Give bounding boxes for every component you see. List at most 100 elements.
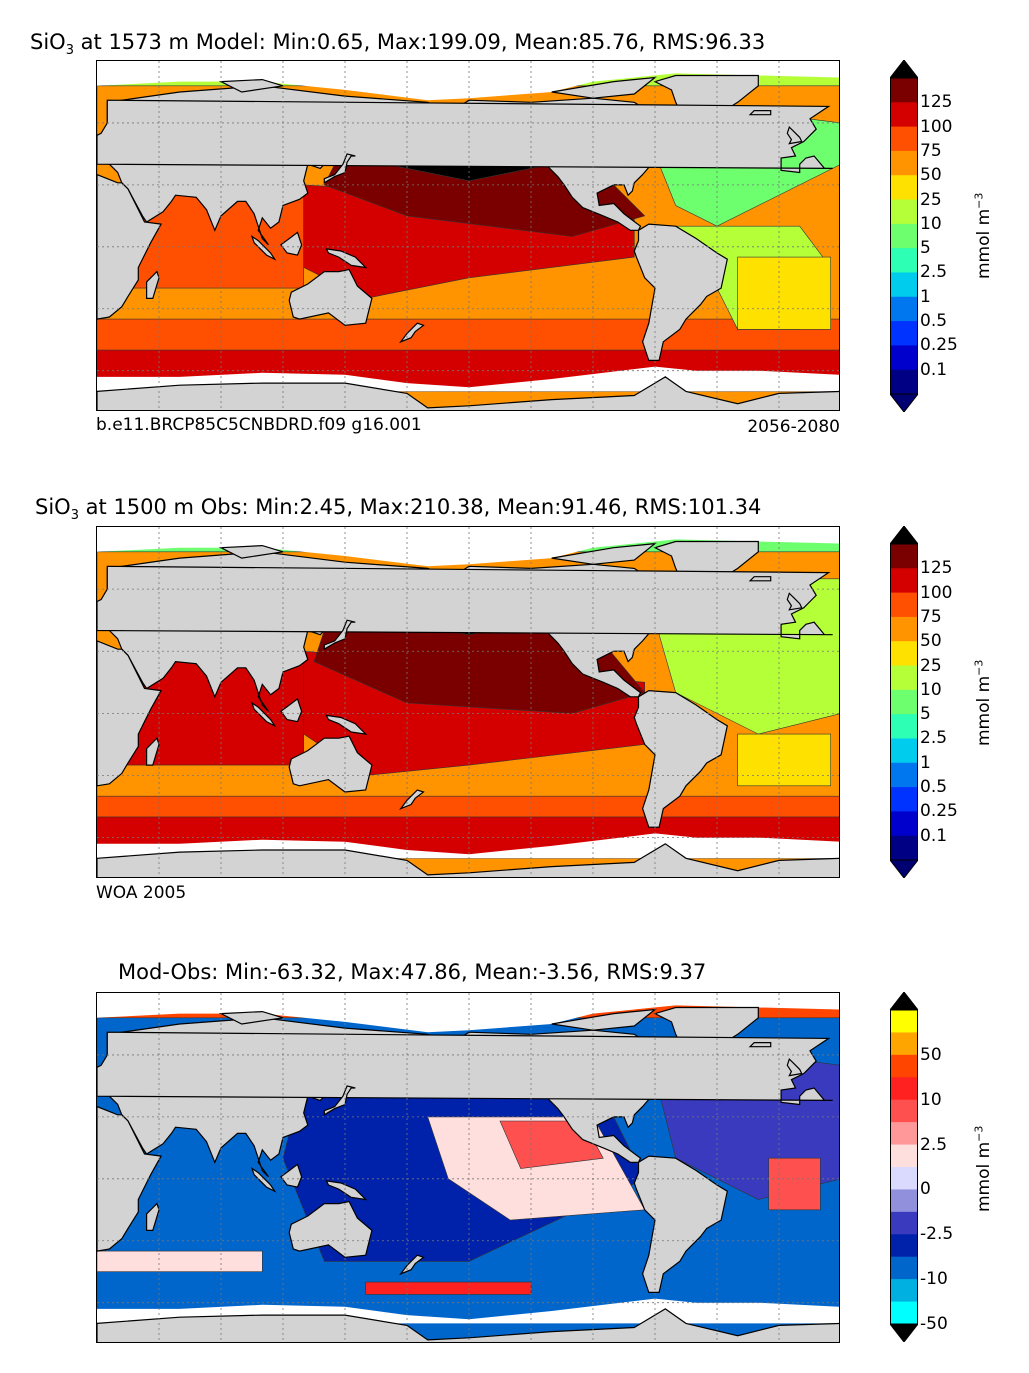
colorbar-frame	[890, 543, 918, 861]
land-madagascar	[145, 737, 160, 766]
land-borneo	[280, 231, 303, 256]
colorbar-tick-label: 75	[920, 140, 942, 161]
model-years-label: 2056-2080	[747, 417, 840, 437]
nodata-region	[97, 993, 839, 1033]
colorbar-swatch	[890, 1122, 918, 1146]
colorbar-swatch	[890, 1189, 918, 1213]
land-australia	[288, 268, 373, 326]
colorbar-tick-label: 0	[920, 1179, 931, 1200]
colorbar-tick-label: 0.25	[920, 801, 958, 822]
colorbar-tick-label: 1	[920, 752, 931, 773]
land-layer	[97, 74, 839, 410]
obs-map	[96, 526, 840, 878]
colorbar-tick-label: 125	[920, 558, 953, 579]
colorbar-tick-label: 100	[920, 116, 953, 137]
colorbar-swatch	[890, 1256, 918, 1280]
colorbar-swatch	[890, 1301, 918, 1325]
colorbar-swatch	[890, 738, 918, 764]
land-newguinea	[325, 248, 368, 269]
colorbar-swatch	[890, 321, 918, 346]
colorbar-swatch	[890, 78, 918, 103]
colorbar-tick-label: -2.5	[920, 1224, 954, 1245]
land-samerica	[633, 689, 728, 828]
colorbar-swatch	[890, 835, 918, 861]
colorbar-swatch	[890, 787, 918, 812]
colorbar-tick-label: 2.5	[920, 1134, 948, 1155]
colorbar-swatch	[890, 568, 918, 594]
land-canada_is	[551, 76, 657, 99]
land-newguinea	[325, 714, 368, 735]
land-iceland	[748, 576, 772, 582]
nodata-region	[97, 61, 839, 101]
colorbar-under-triangle	[890, 859, 918, 878]
colorbar-tick-label: 10	[920, 1089, 942, 1110]
southern-pos-streak	[365, 1281, 532, 1295]
colorbar-tick-label: 50	[920, 165, 942, 186]
colorbar-swatch	[890, 102, 918, 128]
colorbar-tick-label: 100	[920, 582, 953, 603]
land-antarctica	[97, 376, 839, 410]
diff-map	[96, 992, 840, 1343]
colorbar-swatch	[890, 1010, 918, 1033]
land-madagascar	[145, 270, 160, 299]
obs-title: SiO3 at 1500 m Obs: Min:2.45, Max:210.38…	[35, 495, 762, 524]
colorbar-swatch	[890, 689, 918, 715]
colorbar-swatch	[890, 126, 918, 152]
land-africa	[97, 1105, 163, 1252]
land-sumatra	[250, 235, 277, 261]
colorbar-tick-label: 25	[920, 189, 942, 210]
colorbar-frame	[890, 1009, 918, 1325]
colorbar-tick-label: 0.5	[920, 777, 948, 798]
land-japan	[323, 1085, 356, 1116]
land-australia	[288, 1200, 373, 1258]
obs-map-svg	[97, 527, 839, 877]
land-australia	[288, 735, 373, 793]
colorbar-tick-label: 125	[920, 92, 953, 113]
model-map-svg	[97, 61, 839, 410]
diff-map-svg	[97, 993, 839, 1342]
land-newzealand	[399, 1254, 425, 1276]
land-newzealand	[399, 789, 425, 810]
colorbar-swatch	[890, 1077, 918, 1101]
colorbar-tick-label: 10	[920, 679, 942, 700]
colorbar-frame	[890, 77, 918, 395]
colorbar-swatch	[890, 369, 918, 395]
model-colorbar-unit: mmol m−3	[972, 192, 995, 280]
colorbar-swatch	[890, 714, 918, 739]
obs-colorbar	[890, 526, 918, 878]
land-canada_is	[551, 1008, 657, 1031]
land-newguinea	[325, 1180, 368, 1201]
colorbar-tick-label: 5	[920, 704, 931, 725]
colorbar-tick-label: 0.5	[920, 311, 948, 332]
land-layer	[97, 540, 839, 877]
diff-title: Mod-Obs: Min:-63.32, Max:47.86, Mean:-3.…	[118, 960, 707, 984]
land-borneo	[280, 1163, 303, 1188]
land-arctic_is	[218, 1010, 284, 1025]
land-arctic_is	[218, 544, 284, 559]
model-colorbar	[890, 60, 918, 412]
land-newzealand	[399, 322, 425, 344]
graticule	[97, 61, 839, 410]
colorbar-swatch	[890, 616, 918, 642]
colorbar-swatch	[890, 1144, 918, 1168]
land-europe	[97, 99, 833, 174]
colorbar-swatch	[890, 1099, 918, 1123]
land-sumatra	[250, 701, 277, 728]
colorbar-over-triangle	[890, 992, 918, 1011]
colorbar-swatch	[890, 1211, 918, 1235]
colorbar-swatch	[890, 762, 918, 788]
colorbar-swatch	[890, 1054, 918, 1078]
land-arctic_is	[218, 78, 284, 93]
colorbar-tick-label: 1	[920, 286, 931, 307]
land-iceland	[748, 109, 772, 116]
land-uk	[786, 1057, 803, 1077]
colorbar-tick-label: 2.5	[920, 728, 948, 749]
indian-pos-streak	[97, 1250, 263, 1273]
land-sumatra	[250, 1167, 277, 1193]
diff-colorbar	[890, 992, 918, 1342]
land-borneo	[280, 697, 303, 723]
colorbar-tick-label: 5	[920, 238, 931, 259]
colorbar-swatch	[890, 544, 918, 569]
land-japan	[323, 153, 356, 184]
colorbar-tick-label: 25	[920, 655, 942, 676]
